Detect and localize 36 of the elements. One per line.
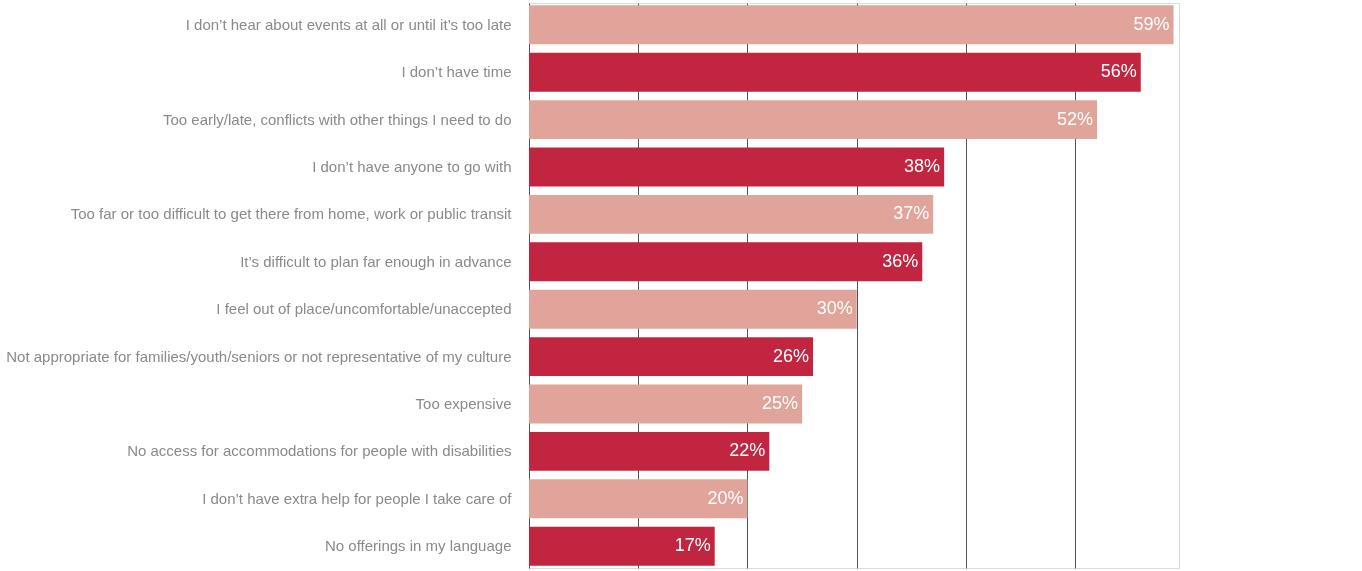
bar	[529, 242, 923, 282]
bar	[529, 100, 1098, 140]
y-tick-label: No access for accommodations for people with disabilities	[127, 442, 512, 460]
data-label: 52%	[1057, 108, 1094, 129]
data-label: 17%	[674, 535, 711, 556]
data-label: 20%	[707, 487, 744, 508]
y-tick-label: Too far or too difficult to get there from home, work or public transit	[70, 205, 513, 223]
y-tick-label: Too expensive	[415, 395, 512, 412]
y-tick-label: Too early/late, conflicts with other things I need to do	[162, 110, 512, 128]
data-label: 37%	[893, 203, 930, 224]
y-tick-label: No offerings in my language	[324, 537, 512, 555]
bar	[529, 52, 1141, 92]
data-label: 59%	[1133, 13, 1170, 34]
data-label: 56%	[1100, 61, 1137, 82]
y-tick-label: I don’t have anyone to go with	[312, 158, 512, 175]
y-tick-label: Not appropriate for families/youth/seniors or not representative of my culture	[6, 347, 512, 365]
y-tick-label: I feel out of place/uncomfortable/unaccepted	[216, 300, 512, 318]
y-tick-label: I don’t hear about events at all or until it’s too late	[185, 15, 512, 33]
bar	[529, 337, 814, 377]
data-label: 36%	[882, 250, 919, 271]
bar	[529, 384, 803, 424]
bar	[529, 194, 934, 234]
bar	[529, 5, 1174, 45]
data-label: 22%	[729, 440, 766, 461]
bar	[529, 147, 945, 187]
bar	[529, 526, 715, 566]
y-tick-label: It’s difficult to plan far enough in advance	[240, 252, 512, 270]
y-tick-label: I don’t have time	[401, 63, 512, 81]
data-label: 25%	[762, 393, 799, 413]
y-tick-label: I don’t have extra help for people I take care of	[202, 489, 513, 507]
bar	[529, 289, 857, 329]
bar	[529, 479, 748, 519]
data-label: 38%	[904, 156, 941, 176]
data-label: 30%	[816, 298, 853, 319]
data-label: 26%	[773, 345, 810, 366]
bar	[529, 431, 770, 471]
